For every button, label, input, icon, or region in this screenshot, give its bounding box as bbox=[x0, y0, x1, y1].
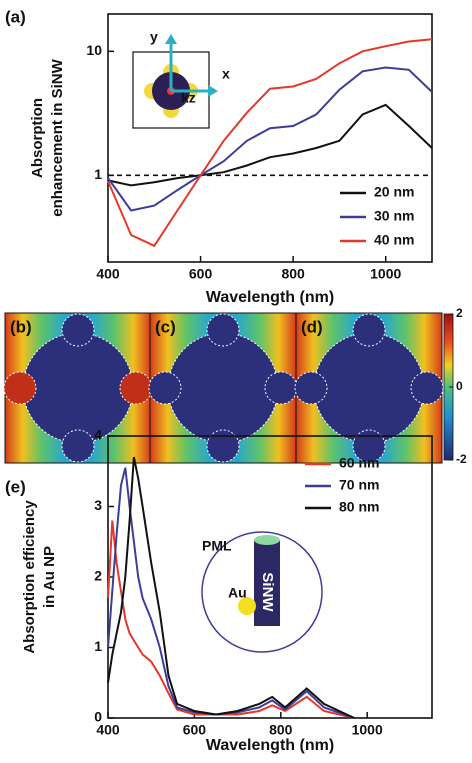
inset-a bbox=[132, 34, 218, 129]
series-line bbox=[107, 103, 433, 187]
y-tick-label: 3 bbox=[94, 497, 102, 513]
panel-label: (d) bbox=[301, 317, 323, 336]
x-tick-label: 800 bbox=[269, 722, 293, 738]
colorbar-tick-label: -2 bbox=[456, 452, 467, 466]
series-line bbox=[107, 456, 355, 719]
legend-label: 30 nm bbox=[374, 208, 414, 224]
x-tick-label: 600 bbox=[183, 722, 207, 738]
inset-label: PML bbox=[202, 538, 232, 554]
panel-label: (e) bbox=[5, 477, 26, 496]
y-tick-label: 10 bbox=[86, 42, 102, 58]
inset-label: kz bbox=[181, 90, 196, 106]
y-tick-label: 4 bbox=[94, 427, 102, 443]
x-tick-label: 800 bbox=[281, 266, 305, 282]
x-axis-label: Wavelength (nm) bbox=[206, 289, 334, 306]
x-tick-label: 600 bbox=[189, 266, 213, 282]
inset-label: Au bbox=[228, 585, 247, 601]
inset-label: y bbox=[150, 29, 158, 45]
series-line bbox=[107, 520, 355, 719]
panel-label: (a) bbox=[5, 7, 26, 26]
series-line bbox=[107, 38, 433, 248]
y-tick-label: 1 bbox=[94, 166, 102, 182]
y-tick-label: 2 bbox=[94, 568, 102, 584]
panel-label: (b) bbox=[10, 317, 32, 336]
legend-label: 70 nm bbox=[339, 477, 379, 493]
x-tick-label: 1000 bbox=[352, 722, 383, 738]
inset-label: SiNW bbox=[259, 572, 276, 612]
plot-frame bbox=[107, 13, 433, 263]
series-line bbox=[107, 66, 433, 212]
y-axis-label: Absorption efficiency bbox=[21, 500, 38, 654]
series-line bbox=[107, 467, 355, 719]
colorbar-tick-label: 0 bbox=[456, 379, 463, 393]
y-axis-label: in Au NP bbox=[41, 546, 58, 608]
legend-label: 40 nm bbox=[374, 232, 414, 248]
panel-label: (c) bbox=[155, 317, 176, 336]
x-tick-label: 400 bbox=[96, 722, 120, 738]
y-tick-label: 0 bbox=[94, 709, 102, 725]
colorbar-tick-label: 2 bbox=[456, 306, 463, 320]
inset-label: x bbox=[222, 66, 230, 82]
legend-label: 80 nm bbox=[339, 499, 379, 515]
y-axis-label: Absorption bbox=[29, 98, 46, 178]
y-axis-label: enhancement in SiNW bbox=[49, 58, 66, 216]
field-maps bbox=[3, 312, 454, 464]
x-tick-label: 1000 bbox=[370, 266, 401, 282]
x-tick-label: 400 bbox=[96, 266, 120, 282]
x-axis-label: Wavelength (nm) bbox=[206, 737, 334, 754]
legend-label: 20 nm bbox=[374, 184, 414, 200]
legend-label: 60 nm bbox=[339, 455, 379, 471]
y-tick-label: 1 bbox=[94, 638, 102, 654]
inset-e bbox=[201, 531, 323, 653]
